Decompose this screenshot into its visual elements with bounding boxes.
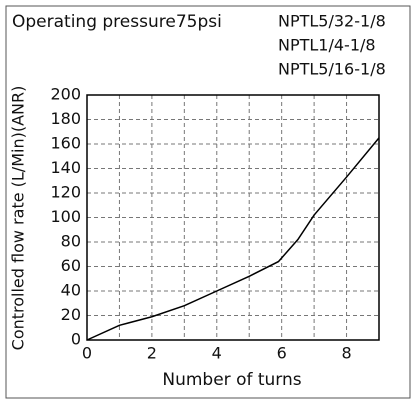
- annotation: NPTL5/16-1/8: [278, 60, 386, 79]
- frame: [5, 5, 411, 399]
- y-tick-label: 160: [50, 134, 81, 153]
- x-tick-label: 4: [212, 344, 222, 363]
- annotation: NPTL5/32-1/8: [278, 12, 386, 31]
- x-axis-label: Number of turns: [162, 370, 301, 390]
- y-tick-label: 80: [61, 232, 81, 251]
- x-tick-label: 2: [147, 344, 157, 363]
- x-tick-label: 8: [341, 344, 351, 363]
- x-tick-label: 6: [277, 344, 287, 363]
- annotation: NPTL1/4-1/8: [278, 36, 376, 55]
- line: [86, 137, 380, 341]
- y-tick-label: 20: [61, 305, 81, 324]
- y-tick-label: 0: [71, 330, 81, 349]
- y-tick-label: 100: [50, 207, 81, 226]
- y-axis-label: Controlled flow rate (L/Min)(ANR): [9, 86, 28, 351]
- y-tick-label: 40: [61, 281, 81, 300]
- chart-title: Operating pressure75psi: [12, 12, 222, 32]
- y-tick-label: 200: [50, 85, 81, 104]
- y-tick-label: 180: [50, 109, 81, 128]
- y-tick-label: 120: [50, 183, 81, 202]
- y-tick-label: 60: [61, 256, 81, 275]
- plot-area: [86, 94, 380, 341]
- y-tick-label: 140: [50, 158, 81, 177]
- x-tick-label: 0: [82, 344, 92, 363]
